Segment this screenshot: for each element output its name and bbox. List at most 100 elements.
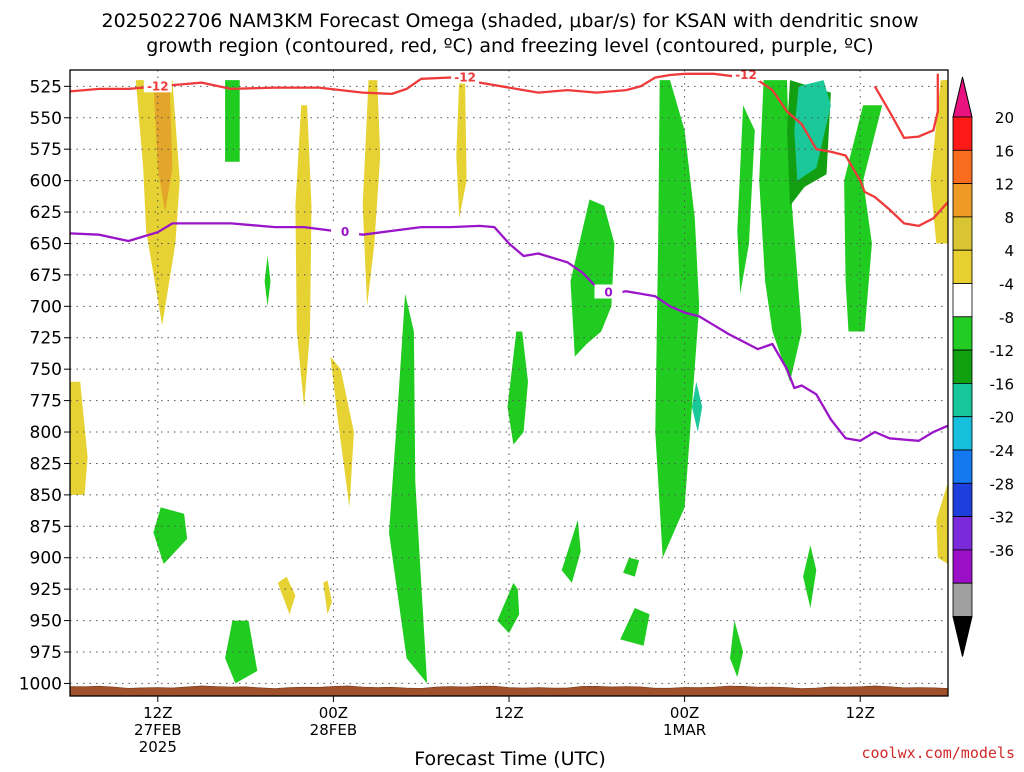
contour-label: -12 (735, 68, 757, 82)
y-tick-label: 700 (30, 297, 62, 317)
omega-region-pos4 (295, 105, 312, 407)
colorbar-swatch (952, 216, 973, 251)
colorbar-label: -12 (990, 342, 1015, 360)
colorbar-swatch (952, 449, 973, 484)
omega-region-neg4 (737, 105, 755, 294)
contour-label-bg (732, 70, 761, 82)
terrain-ground (70, 685, 948, 696)
colorbar-swatch (952, 382, 973, 418)
y-tick-label: 825 (30, 454, 62, 474)
omega-region-pos4 (330, 356, 354, 508)
omega-region-pos8 (153, 80, 173, 212)
x-tick-label: 2025 (139, 738, 177, 756)
x-tick-label: 12Z (846, 704, 875, 722)
omega-region-neg4 (561, 520, 581, 583)
omega-region-neg4 (803, 545, 817, 608)
x-tick-label: 28FEB (310, 721, 357, 739)
colorbar-label: 20 (995, 109, 1014, 127)
y-tick-label: 525 (30, 77, 62, 97)
omega-region-neg4 (570, 199, 615, 357)
y-tick-label: 900 (30, 549, 62, 569)
omega-region-pos4 (362, 80, 381, 307)
colorbar-swatch (952, 416, 973, 451)
x-tick-label: 27FEB (134, 721, 181, 739)
colorbar-label: -16 (990, 375, 1015, 393)
title-line-2: growth region (contoured, red, ºC) and f… (146, 35, 873, 57)
colorbar-label: -4 (999, 276, 1014, 294)
colorbar-top-arrow (952, 76, 973, 118)
colorbar-swatch (952, 249, 973, 284)
colorbar-bottom-arrow (952, 616, 973, 657)
colorbar-swatch (952, 582, 973, 617)
colorbar-label: -32 (990, 509, 1015, 527)
omega-region-neg4 (655, 80, 700, 558)
snow-growth-contour-upper (873, 73, 939, 140)
omega-region-pos4 (936, 482, 948, 564)
contour-label: 0 (341, 225, 349, 239)
colorbar-label: 12 (995, 176, 1014, 194)
omega-region-neg4 (623, 557, 640, 577)
contour-label-bg (143, 78, 172, 93)
snow-growth-contour (70, 72, 948, 228)
y-tick-label: 550 (30, 109, 62, 129)
y-tick-label: 975 (30, 643, 62, 663)
y-tick-label: 600 (30, 172, 62, 192)
y-tick-label: 875 (30, 517, 62, 537)
omega-region-neg4 (507, 331, 528, 445)
omega-region-pos4 (277, 576, 296, 615)
y-tick-label: 725 (30, 329, 62, 349)
colorbar-label: -8 (999, 309, 1014, 327)
contour-label: -12 (147, 79, 169, 93)
omega-region-pos4 (70, 381, 88, 495)
colorbar-swatch (952, 482, 973, 517)
omega-region-neg4 (730, 620, 744, 678)
omega-region-pos4 (323, 580, 332, 615)
x-tick-label: 12Z (494, 704, 523, 722)
y-tick-label: 575 (30, 140, 62, 160)
colorbar-swatch (952, 283, 973, 318)
omega-region-neg4 (620, 608, 650, 646)
omega-region-neg12 (691, 381, 703, 432)
colorbar-swatch (952, 316, 973, 351)
omega-region-pos4 (930, 80, 948, 244)
colorbar-label: -28 (990, 475, 1015, 493)
colorbar-swatch (952, 183, 973, 218)
credit-text: coolwx.com/models (861, 744, 1015, 762)
contour-label-bg (594, 284, 623, 299)
omega-region-neg4 (225, 80, 240, 162)
x-tick-label: 00Z (319, 704, 348, 722)
colorbar-swatch (952, 549, 973, 584)
grid-lines (70, 70, 948, 696)
contour-label-bg (331, 224, 360, 239)
y-tick-label: 1000 (19, 674, 62, 694)
chart-title: 2025022706 NAM3KM Forecast Omega (shaded… (102, 10, 919, 57)
colorbar-label: 8 (1004, 209, 1014, 227)
colorbar-swatch (952, 349, 973, 384)
omega-region-neg4 (264, 256, 271, 307)
omega-region-neg12 (794, 80, 831, 181)
y-tick-label: 800 (30, 423, 62, 443)
omega-region-neg4 (153, 507, 188, 564)
y-tick-label: 950 (30, 612, 62, 632)
title-line-1: 2025022706 NAM3KM Forecast Omega (shaded… (102, 10, 919, 32)
omega-region-neg4 (844, 105, 883, 332)
y-tick-label: 750 (30, 360, 62, 380)
colorbar-label: 4 (1004, 242, 1014, 260)
terrain-fill (70, 685, 948, 696)
y-tick-label: 625 (30, 203, 62, 223)
contour-lines: -12 -12 -12 0 0 (70, 68, 948, 442)
colorbar-swatch (952, 516, 973, 551)
colorbar-label: 16 (995, 142, 1014, 160)
contour-label-bg (451, 70, 480, 84)
y-tick-label: 650 (30, 234, 62, 254)
y-axis: 525 550 575 600 625 650 675 700 725 750 775 800 825 8… (19, 77, 70, 694)
colorbar-swatch (952, 116, 973, 151)
colorbar-label: -20 (990, 409, 1015, 427)
omega-region-neg4 (497, 582, 520, 634)
x-tick-label: 1MAR (663, 721, 706, 739)
y-tick-label: 675 (30, 266, 62, 286)
contour-label: 0 (604, 285, 612, 299)
y-tick-label: 925 (30, 580, 62, 600)
